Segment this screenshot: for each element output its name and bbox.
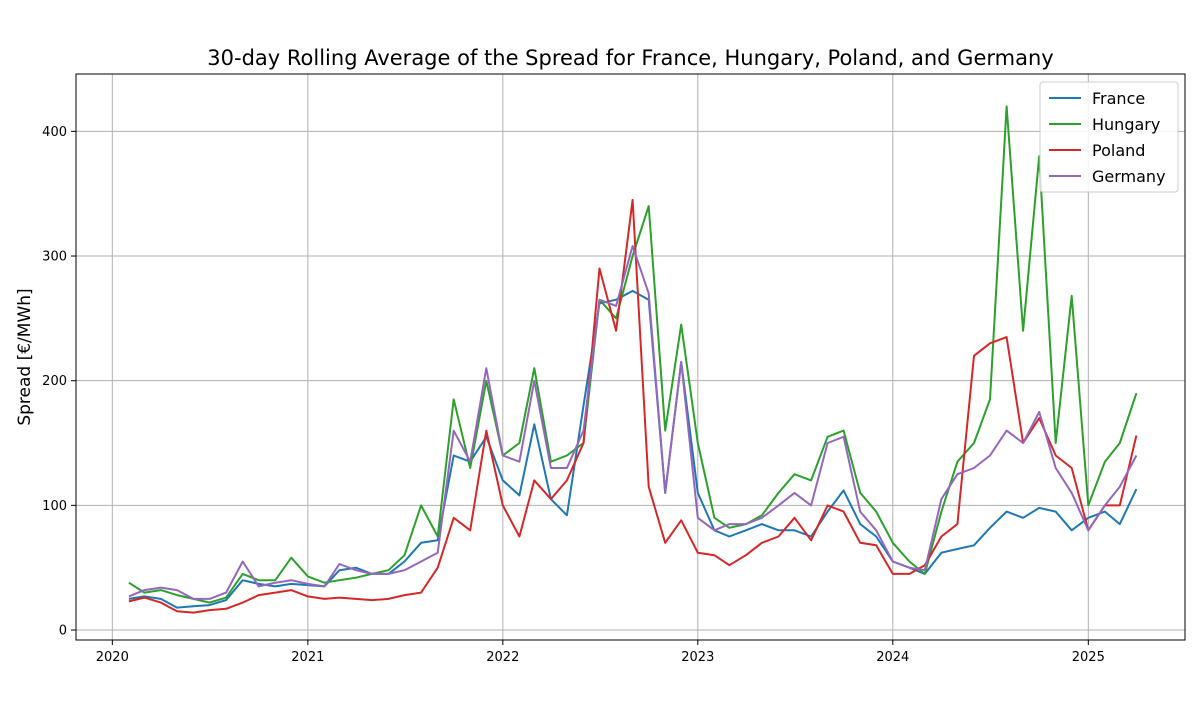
legend-label-hungary: Hungary <box>1092 115 1160 134</box>
legend-label-france: France <box>1092 89 1145 108</box>
series-line-france <box>128 289 1138 609</box>
y-tick-label: 400 <box>42 125 67 140</box>
series-line-germany <box>128 245 1138 600</box>
chart-title: 30-day Rolling Average of the Spread for… <box>207 46 1053 70</box>
x-tick-label: 2022 <box>486 650 519 665</box>
x-tick-label: 2023 <box>681 650 714 665</box>
legend-label-poland: Poland <box>1092 141 1145 160</box>
y-tick-label: 0 <box>59 624 67 639</box>
legend-label-germany: Germany <box>1092 167 1166 186</box>
axis-ticks: 2020 2021 2022 2023 2024 2025 0 100 200 300 400 <box>42 125 1105 665</box>
y-axis-label: Spread [€/MWh] <box>15 288 35 425</box>
legend-box <box>1039 81 1179 193</box>
x-tick-label: 2024 <box>876 650 909 665</box>
x-tick-label: 2021 <box>291 650 324 665</box>
series-line-poland <box>128 198 1138 614</box>
plot-area-frame <box>75 73 1186 641</box>
series-line-hungary <box>128 105 1138 604</box>
series-lines <box>128 105 1138 614</box>
legend: France Hungary Poland Germany <box>1039 81 1179 193</box>
x-tick-label: 2025 <box>1072 650 1105 665</box>
y-tick-label: 300 <box>42 250 67 265</box>
y-tick-label: 200 <box>42 374 67 389</box>
y-tick-label: 100 <box>42 499 67 514</box>
x-tick-label: 2020 <box>96 650 129 665</box>
